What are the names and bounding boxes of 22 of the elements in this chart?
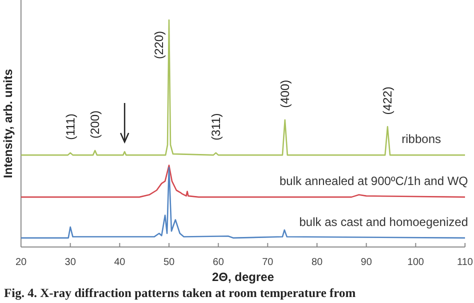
x-tick-label: 20 [15, 257, 27, 268]
x-tick-label: 30 [64, 257, 76, 268]
x-tick-label: 100 [407, 257, 424, 268]
series-label: bulk as cast and homoegenized [299, 214, 468, 229]
x-tick-label: 80 [311, 257, 323, 268]
x-tick-label: 40 [114, 257, 126, 268]
x-axis-title: 2Θ, degree [212, 270, 274, 284]
x-tick-label: 60 [212, 257, 224, 268]
annotation: (400) [278, 80, 292, 108]
annotation: (200) [88, 110, 102, 139]
x-tick-label: 110 [457, 257, 474, 268]
x-tick-label: 70 [262, 257, 274, 268]
caption: Fig. 4. X-ray diffraction patterns taken at room temperature from [4, 286, 356, 300]
y-axis-title: Intensity, arb. units [1, 68, 15, 178]
x-tick-label: 50 [163, 257, 175, 268]
x-tick-label: 90 [360, 257, 372, 268]
annotation: (311) [208, 113, 223, 140]
annotation: (422) [380, 86, 395, 115]
annotation: (220) [152, 30, 166, 60]
series-label: ribbons [402, 132, 441, 146]
annotation: (111) [63, 114, 78, 140]
series-label: bulk annealed at 900ºC/1h and WQ [279, 174, 468, 188]
